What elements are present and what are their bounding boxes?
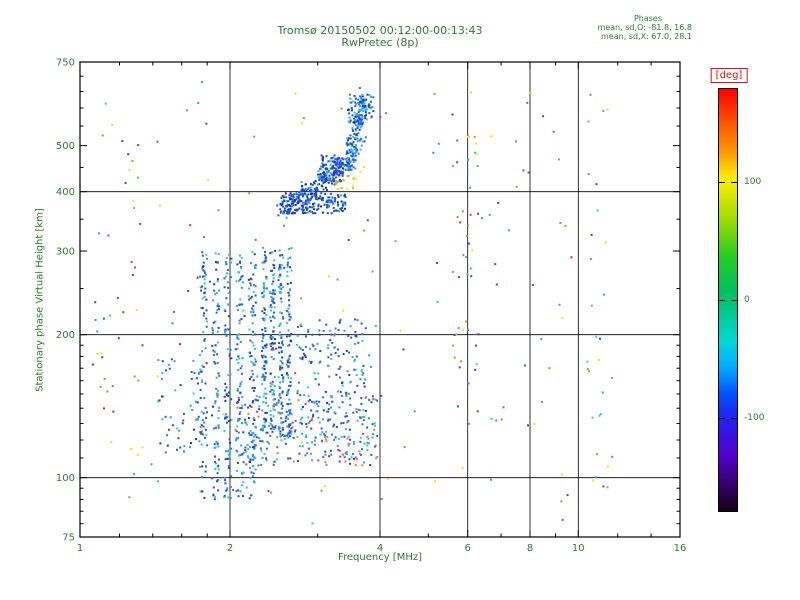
colorbar-tick-label: 100 [744, 177, 762, 188]
svg-text:16: 16 [674, 543, 687, 554]
colorbar-tick-mark [719, 300, 725, 301]
colorbar-tick-label: 0 [744, 295, 750, 305]
colorbar-title: [deg] [710, 68, 748, 83]
svg-text:750: 750 [56, 58, 75, 69]
svg-text:8: 8 [527, 543, 533, 554]
svg-text:75: 75 [62, 533, 75, 544]
phase-stats-heading: Phases [633, 14, 662, 23]
svg-text:100: 100 [56, 473, 75, 484]
svg-text:400: 400 [56, 187, 75, 198]
colorbar-tick-mark [731, 300, 737, 301]
plot-title-line2: RwPretec (8p) [341, 36, 419, 49]
svg-text:200: 200 [56, 330, 75, 341]
colorbar-tick-mark [731, 182, 737, 184]
svg-text:6: 6 [465, 543, 471, 554]
phase-stats: Phases mean, sd,O: -81.8, 16.8 mean, sd,… [500, 14, 692, 41]
svg-text:300: 300 [56, 247, 75, 258]
svg-text:2: 2 [227, 543, 233, 554]
y-axis-label: Stationary phase Virtual Height [km] [34, 208, 46, 392]
phase-stats-o-mode: mean, sd,O: -81.8, 16.8 [597, 23, 692, 32]
plot-title-line1: Tromsø 20150502 00:12:00-00:13:43 [277, 24, 483, 37]
colorbar-tick-mark [719, 417, 725, 419]
svg-text:4: 4 [377, 543, 383, 554]
colorbar-tick-mark [719, 182, 725, 184]
svg-text:1: 1 [77, 543, 83, 554]
x-axis-label: Frequency [MHz] [337, 552, 423, 563]
phase-stats-x-mode: mean, sd,X: 67.0, 28.1 [601, 32, 692, 41]
colorbar-tick-mark [731, 417, 737, 419]
colorbar [718, 88, 738, 512]
colorbar-tick-label: -100 [744, 412, 765, 423]
svg-text:10: 10 [572, 543, 585, 554]
svg-text:500: 500 [56, 141, 75, 152]
